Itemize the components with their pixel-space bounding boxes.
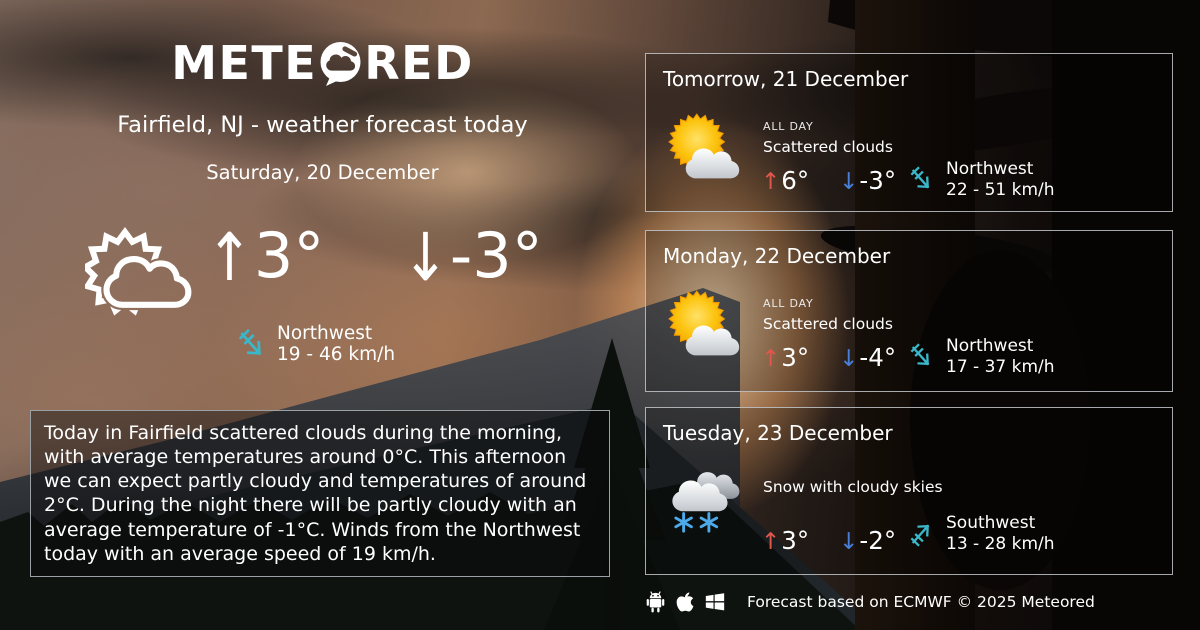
- low-temp: -4°: [859, 343, 897, 372]
- today-low-temp: -3°: [449, 219, 543, 292]
- forecast-card: Tomorrow, 21 December ALL DAY Scattered …: [645, 53, 1173, 212]
- forecast-card: Tuesday, 23 December Snow with cloudy sk…: [645, 407, 1173, 575]
- low-temp: -2°: [859, 526, 897, 555]
- low-temp-arrow-icon: ↓: [839, 529, 859, 555]
- condition-label: Snow with cloudy skies: [763, 478, 943, 496]
- wind-direction: Northwest: [277, 323, 373, 344]
- footer: Forecast based on ECMWF © 2025 Meteored: [645, 591, 1173, 613]
- wind-speed: 13 - 28 km/h: [946, 533, 1055, 554]
- current-date: Saturday, 20 December: [206, 161, 439, 184]
- today-high: ↑3°: [206, 219, 325, 297]
- wind-direction-icon: [904, 341, 935, 372]
- card-wind: Northwest 22 - 51 km/h: [904, 159, 1055, 200]
- temps: ↑ 6° ↓ -3°: [761, 166, 896, 195]
- meteored-cloud-bubble-icon: [318, 41, 363, 86]
- sun-cloud-icon: [666, 289, 744, 359]
- wind-direction: Northwest: [946, 159, 1034, 179]
- logo-text-left: METE: [171, 36, 318, 90]
- wind-speed: 22 - 51 km/h: [946, 179, 1055, 200]
- wind-direction-icon: [904, 164, 935, 195]
- forecast-day: Tuesday, 23 December: [663, 421, 893, 445]
- today-low: ↓-3°: [402, 219, 543, 297]
- temps: ↑ 3° ↓ -2°: [761, 526, 896, 555]
- period-label: ALL DAY: [763, 120, 814, 133]
- wind-speed: 19 - 46 km/h: [277, 344, 396, 365]
- card-wind: Southwest 13 - 28 km/h: [904, 513, 1055, 554]
- low-temp-arrow-icon: ↓: [402, 220, 449, 297]
- attribution-text: Forecast based on ECMWF © 2025 Meteored: [747, 593, 1095, 611]
- high-temp: 3°: [781, 343, 810, 372]
- high-temp: 6°: [781, 166, 810, 195]
- wind-direction-icon: [904, 518, 935, 549]
- header: METE RED Fairfield, NJ - weather forecas…: [30, 40, 615, 184]
- condition-label: Scattered clouds: [763, 138, 893, 156]
- high-temp-arrow-icon: ↑: [206, 220, 253, 297]
- today-high-temp: 3°: [253, 219, 325, 292]
- wind-speed: 17 - 37 km/h: [946, 356, 1055, 377]
- meteored-logo: METE RED: [30, 40, 615, 86]
- forecast-day: Tomorrow, 21 December: [663, 67, 909, 91]
- low-temp: -3°: [859, 166, 897, 195]
- high-temp: 3°: [781, 526, 810, 555]
- high-temp-arrow-icon: ↑: [761, 346, 781, 372]
- windows-icon: [705, 591, 725, 613]
- apple-icon: [676, 591, 695, 613]
- sun-cloud-icon: [666, 112, 744, 182]
- logo-text-right: RED: [364, 36, 474, 90]
- today-wind: Northwest 19 - 46 km/h: [231, 323, 395, 365]
- temps: ↑ 3° ↓ -4°: [761, 343, 896, 372]
- high-temp-arrow-icon: ↑: [761, 529, 781, 555]
- wind-direction: Southwest: [946, 513, 1036, 533]
- snow-cloud-icon: [666, 466, 744, 536]
- low-temp-arrow-icon: ↓: [839, 169, 859, 195]
- today-summary: Today in Fairfield scattered clouds duri…: [30, 410, 610, 577]
- card-wind: Northwest 17 - 37 km/h: [904, 336, 1055, 377]
- condition-label: Scattered clouds: [763, 315, 893, 333]
- wind-direction-icon: [231, 326, 268, 363]
- wind-direction: Northwest: [946, 336, 1034, 356]
- forecast-list: Tomorrow, 21 December ALL DAY Scattered …: [645, 0, 1173, 630]
- high-temp-arrow-icon: ↑: [761, 169, 781, 195]
- period-label: ALL DAY: [763, 297, 814, 310]
- page-title: Fairfield, NJ - weather forecast today: [117, 112, 528, 138]
- android-icon: [645, 591, 666, 613]
- forecast-day: Monday, 22 December: [663, 244, 891, 268]
- scattered-clouds-icon: [85, 224, 199, 332]
- forecast-card: Monday, 22 December ALL DAY Scattered cl…: [645, 230, 1173, 392]
- low-temp-arrow-icon: ↓: [839, 346, 859, 372]
